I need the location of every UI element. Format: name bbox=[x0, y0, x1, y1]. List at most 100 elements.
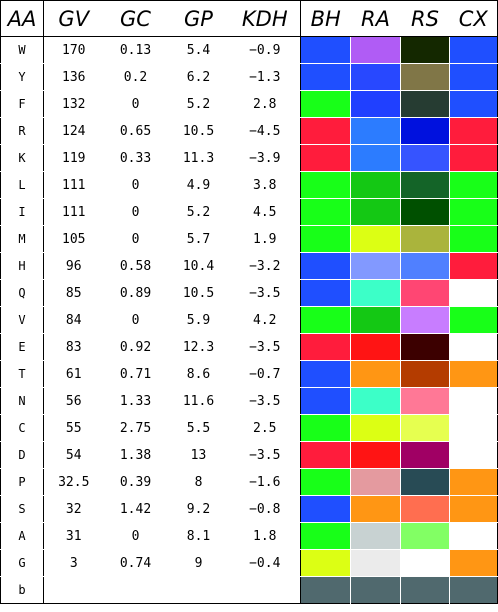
table-row: M 105 0 5.7 1.9 bbox=[0, 225, 498, 253]
swatch-ra bbox=[350, 225, 401, 253]
swatch-ra bbox=[350, 576, 401, 604]
cell-kdh: 2.5 bbox=[229, 414, 301, 442]
table-row: E 83 0.92 12.3 −3.5 bbox=[0, 333, 498, 361]
cell-gv: 96 bbox=[43, 252, 104, 280]
cell-aa: N bbox=[0, 387, 44, 415]
cell-gc: 0.71 bbox=[103, 360, 168, 388]
cell-gv: 119 bbox=[43, 144, 104, 172]
header-aa: AA bbox=[0, 0, 44, 37]
swatch-bh bbox=[300, 171, 351, 199]
swatch-cx bbox=[449, 441, 498, 469]
swatch-cx bbox=[449, 117, 498, 145]
swatch-bh bbox=[300, 225, 351, 253]
cell-gv: 170 bbox=[43, 36, 104, 64]
cell-gp bbox=[168, 577, 230, 604]
swatch-ra bbox=[350, 63, 401, 91]
table-row: b bbox=[0, 576, 498, 604]
header-gc: GC bbox=[103, 0, 168, 37]
cell-aa: T bbox=[0, 360, 44, 388]
cell-gp: 10.5 bbox=[167, 279, 230, 307]
cell-gc: 0 bbox=[103, 171, 168, 199]
cell-kdh: 3.8 bbox=[229, 171, 301, 199]
cell-gv: 3 bbox=[43, 549, 104, 577]
swatch-bh bbox=[300, 576, 351, 604]
cell-gc: 0 bbox=[103, 198, 168, 226]
table-row: A 31 0 8.1 1.8 bbox=[0, 522, 498, 550]
swatch-ra bbox=[350, 522, 401, 550]
cell-aa: Y bbox=[0, 63, 44, 91]
swatch-ra bbox=[350, 198, 401, 226]
cell-kdh: 1.8 bbox=[229, 522, 301, 550]
cell-gv: 32 bbox=[43, 495, 104, 523]
cell-gp: 11.3 bbox=[167, 144, 230, 172]
cell-aa: P bbox=[0, 468, 44, 496]
cell-kdh: −3.5 bbox=[229, 333, 301, 361]
table-row: Y 136 0.2 6.2 −1.3 bbox=[0, 63, 498, 91]
swatch-bh bbox=[300, 144, 351, 172]
header-bh: BH bbox=[300, 0, 351, 37]
swatch-rs bbox=[400, 63, 450, 91]
swatch-ra bbox=[350, 387, 401, 415]
cell-gp: 9.2 bbox=[167, 495, 230, 523]
cell-gc: 0.74 bbox=[103, 549, 168, 577]
cell-gp: 4.9 bbox=[167, 171, 230, 199]
header-kdh: KDH bbox=[229, 0, 301, 37]
swatch-cx bbox=[449, 225, 498, 253]
cell-gc: 1.38 bbox=[103, 441, 168, 469]
swatch-ra bbox=[350, 468, 401, 496]
swatch-rs bbox=[400, 360, 450, 388]
swatch-rs bbox=[400, 522, 450, 550]
header-row: AA GV GC GP KDH BH RA RS CX bbox=[0, 0, 498, 37]
cell-gv: 55 bbox=[43, 414, 104, 442]
cell-kdh: −1.6 bbox=[229, 468, 301, 496]
table-row: R 124 0.65 10.5 −4.5 bbox=[0, 117, 498, 145]
cell-gc: 0.13 bbox=[103, 36, 168, 64]
swatch-bh bbox=[300, 333, 351, 361]
swatch-cx bbox=[449, 198, 498, 226]
cell-gp: 10.4 bbox=[167, 252, 230, 280]
swatch-cx bbox=[449, 360, 498, 388]
cell-gc: 0.33 bbox=[103, 144, 168, 172]
cell-gv: 136 bbox=[43, 63, 104, 91]
swatch-bh bbox=[300, 117, 351, 145]
swatch-rs bbox=[400, 90, 450, 118]
table-row: V 84 0 5.9 4.2 bbox=[0, 306, 498, 334]
cell-gv: 84 bbox=[43, 306, 104, 334]
cell-gc: 0.92 bbox=[103, 333, 168, 361]
swatch-bh bbox=[300, 468, 351, 496]
header-cx: CX bbox=[449, 0, 498, 37]
swatch-cx bbox=[449, 279, 498, 307]
swatch-ra bbox=[350, 171, 401, 199]
cell-gp: 13 bbox=[167, 441, 230, 469]
swatch-bh bbox=[300, 414, 351, 442]
swatch-rs bbox=[400, 495, 450, 523]
cell-kdh: −0.7 bbox=[229, 360, 301, 388]
cell-kdh: −4.5 bbox=[229, 117, 301, 145]
cell-aa: L bbox=[0, 171, 44, 199]
swatch-ra bbox=[350, 117, 401, 145]
cell-gv: 31 bbox=[43, 522, 104, 550]
swatch-bh bbox=[300, 495, 351, 523]
cell-gp: 5.4 bbox=[167, 36, 230, 64]
header-ra: RA bbox=[350, 0, 401, 37]
cell-aa: M bbox=[0, 225, 44, 253]
table-row: H 96 0.58 10.4 −3.2 bbox=[0, 252, 498, 280]
swatch-ra bbox=[350, 333, 401, 361]
cell-gp: 10.5 bbox=[167, 117, 230, 145]
swatch-ra bbox=[350, 90, 401, 118]
cell-gc: 0.58 bbox=[103, 252, 168, 280]
swatch-bh bbox=[300, 63, 351, 91]
cell-kdh: 4.2 bbox=[229, 306, 301, 334]
swatch-bh bbox=[300, 198, 351, 226]
table-row: D 54 1.38 13 −3.5 bbox=[0, 441, 498, 469]
swatch-ra bbox=[350, 252, 401, 280]
swatch-ra bbox=[350, 36, 401, 64]
swatch-cx bbox=[449, 522, 498, 550]
cell-gc: 0 bbox=[103, 90, 168, 118]
cell-gc: 0 bbox=[103, 522, 168, 550]
swatch-rs bbox=[400, 117, 450, 145]
cell-gc bbox=[104, 577, 168, 604]
cell-gp: 5.2 bbox=[167, 90, 230, 118]
cell-gv: 85 bbox=[43, 279, 104, 307]
